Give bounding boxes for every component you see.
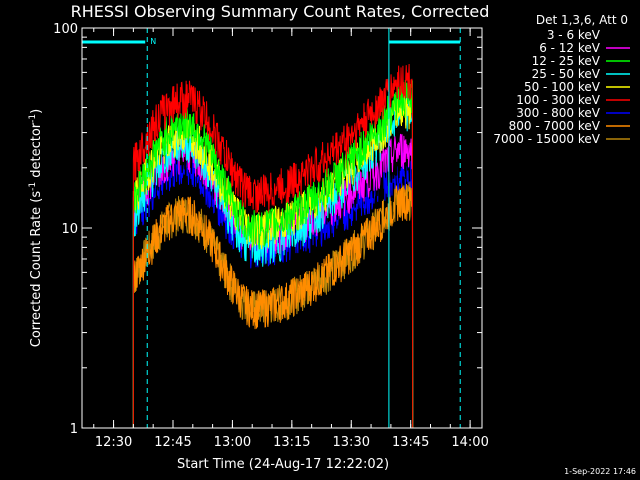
x-tick-label: 13:15 xyxy=(273,435,310,450)
y-axis-label: Corrected Count Rate (s-1 detector-1) xyxy=(28,109,44,347)
x-tick-label: 13:00 xyxy=(214,435,251,450)
series-line xyxy=(132,63,414,429)
y-tick-label: 10 xyxy=(61,222,78,237)
x-tick-label: 13:45 xyxy=(392,435,429,450)
timestamp: 1-Sep-2022 17:46 xyxy=(564,467,636,476)
x-tick-label: 12:45 xyxy=(154,435,191,450)
x-axis: 12:30 12:45 13:00 13:15 13:30 13:45 14:00 xyxy=(93,28,489,450)
x-tick-label: 14:00 xyxy=(451,435,488,450)
y-tick-label: 1 xyxy=(70,422,78,437)
legend-entry: 100 - 300 keV xyxy=(516,93,600,107)
x-axis-label: Start Time (24-Aug-17 12:22:02) xyxy=(177,457,389,472)
legend-entry: 7000 - 15000 keV xyxy=(493,132,600,146)
legend-entry: 6 - 12 keV xyxy=(539,41,601,55)
y-axis: 1 10 100 xyxy=(53,22,482,437)
legend-entry: 50 - 100 keV xyxy=(524,80,601,94)
plot-area xyxy=(132,63,414,429)
series-line xyxy=(132,133,414,429)
series-line xyxy=(132,182,414,429)
legend-entry: 12 - 25 keV xyxy=(532,54,601,68)
chart-title: RHESSI Observing Summary Count Rates, Co… xyxy=(71,2,490,21)
legend-title: Det 1,3,6, Att 0 xyxy=(536,13,628,27)
x-tick-label: 13:30 xyxy=(333,435,370,450)
legend-entry: 25 - 50 keV xyxy=(532,67,601,81)
night-marker: N xyxy=(150,37,156,46)
y-tick-label: 100 xyxy=(53,22,78,37)
series-line xyxy=(132,79,414,429)
legend-entry: 300 - 800 keV xyxy=(516,106,600,120)
legend-entry: 3 - 6 keV xyxy=(547,28,601,42)
legend-entry: 800 - 7000 keV xyxy=(509,119,601,133)
x-tick-label: 12:30 xyxy=(95,435,132,450)
